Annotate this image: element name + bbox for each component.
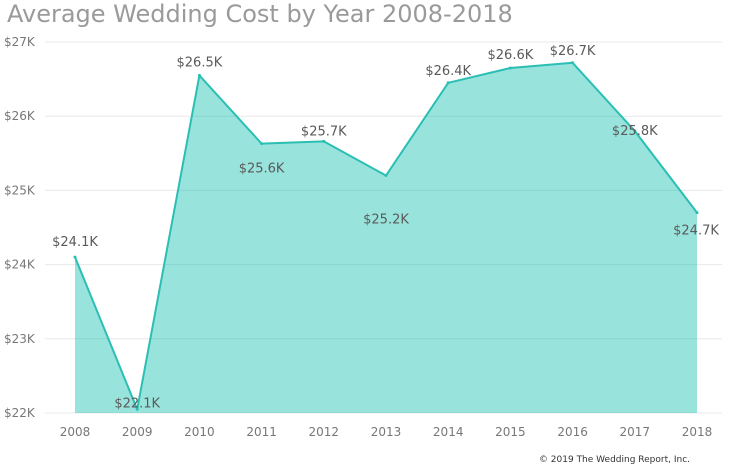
data-label: $26.4K (425, 64, 471, 79)
x-tick-label: 2013 (371, 425, 402, 439)
data-label: $24.1K (52, 235, 98, 250)
x-tick-label: 2017 (620, 425, 651, 439)
gridlines (45, 41, 722, 414)
data-point (508, 66, 512, 70)
data-point (695, 211, 699, 215)
x-tick-label: 2015 (495, 425, 526, 439)
y-tick-label: $24K (4, 258, 36, 272)
data-label: $22.1K (114, 396, 160, 411)
data-label: $26.5K (177, 55, 223, 70)
area-fill (75, 62, 697, 413)
data-point (135, 407, 139, 411)
data-point (571, 61, 575, 65)
x-tick-label: 2016 (557, 425, 588, 439)
data-label: $24.7K (673, 224, 719, 239)
y-tick-label: $26K (4, 109, 36, 123)
data-label: $26.7K (550, 44, 596, 59)
data-point (322, 139, 326, 143)
x-tick-label: 2009 (122, 425, 153, 439)
data-label: $25.6K (239, 162, 285, 177)
y-tick-label: $23K (4, 332, 36, 346)
data-point (384, 174, 388, 178)
axes: $22K $23K $24K $25K $26K $27K 2008 2009 2010 2011… (4, 35, 712, 439)
chart-title: Average Wedding Cost by Year 2008-2018 (7, 0, 513, 28)
data-label: $25.8K (612, 124, 658, 139)
data-label: $26.6K (488, 48, 534, 63)
copyright-note: © 2019 The Wedding Report, Inc. (538, 455, 690, 465)
y-tick-label: $27K (4, 35, 36, 49)
x-tick-label: 2010 (184, 425, 215, 439)
data-point (260, 142, 264, 146)
data-labels: $24.1K $22.1K $26.5K $25.6K $25.7K $25.2K $26.… (52, 44, 719, 412)
x-tick-label: 2008 (60, 425, 91, 439)
data-point (633, 129, 637, 133)
data-point (446, 81, 450, 85)
x-tick-label: 2018 (682, 425, 713, 439)
data-point (197, 73, 201, 77)
y-tick-label: $25K (4, 183, 36, 197)
area-series (73, 61, 699, 413)
x-tick-label: 2011 (246, 425, 277, 439)
x-tick-label: 2012 (309, 425, 340, 439)
y-tick-label: $22K (4, 406, 36, 420)
data-point (73, 255, 77, 259)
data-label: $25.2K (363, 213, 409, 228)
data-label: $25.7K (301, 124, 347, 139)
x-tick-label: 2014 (433, 425, 464, 439)
